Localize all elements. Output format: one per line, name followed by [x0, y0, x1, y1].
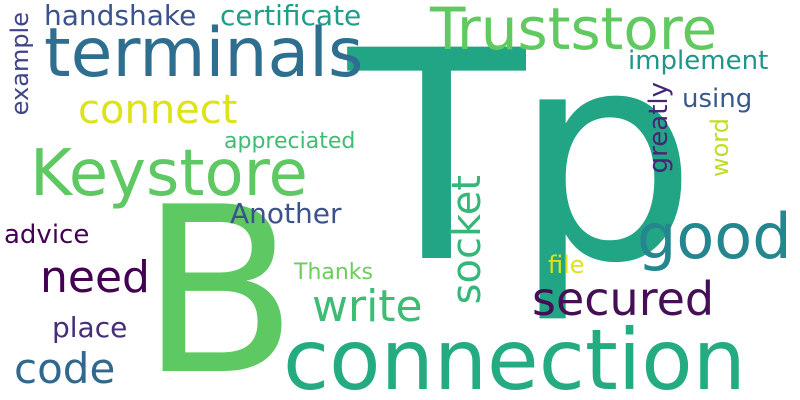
word-good: good	[637, 200, 792, 273]
word-example: example	[6, 12, 34, 116]
word-appreciated: appreciated	[224, 129, 356, 154]
word-connect: connect	[78, 87, 238, 133]
word-file: file	[548, 251, 585, 279]
word-tp: Tp	[348, 0, 697, 327]
word-advice: advice	[4, 220, 90, 250]
word-word: word	[706, 118, 734, 177]
word-place: place	[52, 311, 128, 344]
word-using: using	[682, 84, 753, 114]
word-need: need	[40, 252, 150, 303]
word-terminals: terminals	[44, 14, 364, 93]
word-greatly: greatly	[644, 82, 674, 174]
word-socket: socket	[444, 175, 490, 305]
word-code: code	[14, 344, 116, 393]
word-secured: secured	[532, 272, 715, 326]
word-connection: connection	[283, 311, 746, 400]
word-thanks: Thanks	[294, 260, 374, 285]
word-handshake: handshake	[44, 0, 197, 32]
word-certificate: certificate	[220, 0, 362, 32]
word-b: B	[140, 159, 298, 400]
word-write: write	[312, 281, 423, 332]
word-keystore: Keystore	[30, 137, 308, 211]
word-truststore: Truststore	[430, 0, 718, 63]
word-implement: implement	[628, 46, 769, 76]
word-another: Another	[230, 197, 342, 230]
